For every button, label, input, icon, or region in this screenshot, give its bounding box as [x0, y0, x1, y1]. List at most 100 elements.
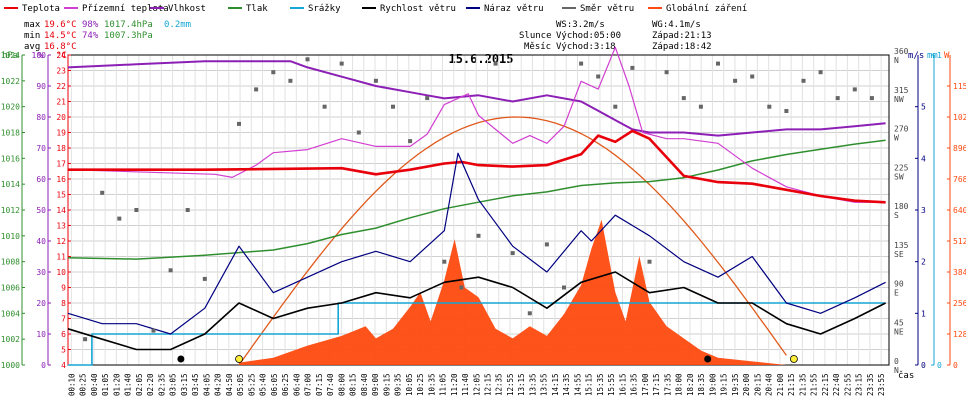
series-point-wind-dir	[185, 208, 190, 212]
tick-label-wind_ms: 1	[921, 309, 926, 318]
legend-label: Směr větru	[580, 4, 634, 14]
unit-hpa: hPa	[2, 51, 18, 61]
unit-ms: m/s	[908, 51, 924, 61]
stats-min-press: 1007.3hPa	[104, 31, 153, 41]
tick-label-temperature_c: 11	[56, 253, 66, 262]
tick-label-temperature_c: 12	[56, 237, 66, 246]
tick-label-pressure_hpa: 1016	[1, 154, 20, 163]
legend-label: Globální záření	[666, 4, 747, 14]
tick-label-radiation_w: 384	[953, 268, 966, 277]
series-point-wind-dir	[510, 251, 515, 256]
series-point-wind-dir	[442, 259, 447, 264]
tick-label-wind_ms: 2	[921, 258, 926, 267]
tick-label-radiation_w: 0	[953, 361, 958, 370]
series-point-wind-dir	[562, 285, 566, 290]
series-point-wind-dir	[767, 104, 772, 109]
x-tick-label: 14:15	[551, 373, 560, 396]
tick-label-pressure_hpa: 1002	[1, 335, 20, 344]
x-tick-label: 21:00	[776, 373, 785, 396]
tick-label-radiation_w: 256	[953, 299, 966, 308]
x-tick-label: 13:55	[540, 373, 549, 396]
tick-label-pressure_hpa: 1018	[1, 129, 20, 138]
x-tick-label: 11:20	[450, 373, 459, 396]
x-tick-label: 21:55	[810, 373, 819, 396]
tick-label-wind-dir: 225	[894, 163, 909, 172]
stats-max-press: 1017.4hPa	[104, 20, 153, 30]
tick-label-humidity_pct: 80	[36, 113, 46, 122]
series-line-wind-gust	[67, 152, 886, 335]
tick-label-wind-dir-name: NW	[894, 95, 904, 104]
x-tick-label: 09:00	[371, 373, 380, 396]
x-tick-label: 05:25	[247, 373, 256, 396]
series-point-wind-dir	[681, 96, 686, 101]
x-tick-label: 22:55	[843, 373, 852, 396]
x-tick-label: 23:15	[855, 373, 864, 396]
x-tick-label: 21:15	[787, 373, 796, 396]
tick-label-pressure_hpa: 1008	[1, 258, 20, 267]
x-tick-label: 06:05	[270, 373, 279, 396]
x-tick-label: 17:15	[652, 373, 661, 396]
x-tick-label: 18:00	[675, 373, 684, 396]
tick-label-wind_ms: 5	[921, 103, 926, 112]
tick-label-radiation_w: 896	[953, 144, 966, 153]
stats-max-hum: 98%	[82, 20, 99, 30]
tick-label-wind-dir-name: S	[894, 211, 899, 220]
unit-w: W	[944, 51, 950, 61]
x-tick-label: 05:05	[236, 373, 245, 396]
tick-label-pressure_hpa: 1006	[1, 284, 20, 293]
tick-label-wind-dir-name: N	[894, 366, 899, 375]
series-line-rain	[68, 302, 886, 366]
series-point-wind-dir	[647, 259, 652, 264]
tick-label-humidity_pct: 60	[36, 175, 46, 184]
x-tick-label: 12:15	[483, 373, 492, 396]
series-point-wind-dir	[750, 74, 755, 79]
x-tick-label: 18:20	[686, 373, 695, 396]
x-tick-label: 12:55	[506, 373, 515, 396]
series-point-wind-dir	[476, 233, 481, 238]
series-line-wind-speed	[67, 271, 886, 351]
x-tick-label: 22:15	[821, 373, 830, 396]
legend-label: Rychlost větru	[380, 4, 456, 14]
series-point-wind-dir	[100, 190, 105, 195]
moon-marker-icon	[177, 355, 185, 363]
x-tick-label: 19:35	[731, 373, 740, 396]
x-tick-label: 20:40	[765, 373, 774, 396]
x-tick-label: 09:35	[394, 373, 403, 396]
tick-label-radiation_w: 1152	[953, 82, 966, 91]
radiation-theoretical-curve	[238, 116, 787, 366]
series-point-wind-dir	[869, 96, 874, 101]
x-tick-label: 07:15	[315, 373, 324, 396]
x-tick-label: 07:40	[326, 373, 335, 396]
x-tick-label: 13:35	[528, 373, 537, 396]
tick-label-humidity_pct: 30	[36, 268, 46, 277]
series-point-wind-dir	[544, 242, 549, 247]
series-point-wind-dir	[237, 121, 241, 126]
x-tick-label: 12:35	[495, 373, 504, 396]
legend-label: Srážky	[308, 4, 341, 14]
moon-label: Měsíc	[524, 42, 551, 52]
x-tick-label: 11:05	[439, 373, 448, 396]
x-tick-label: 14:35	[562, 373, 571, 396]
x-tick-label: 23:55	[877, 373, 886, 396]
series-point-wind-dir	[425, 96, 430, 101]
tick-label-pressure_hpa: 1022	[1, 77, 20, 86]
sun-marker-icon	[235, 355, 243, 363]
x-tick-label: 09:15	[382, 373, 391, 396]
series-line-ground-temp	[67, 46, 886, 203]
series-point-wind-dir	[408, 139, 413, 144]
axis-unit-headers: hPa % °C m/s mm W čas	[2, 51, 950, 381]
tick-label-wind-dir: 360	[894, 47, 909, 56]
series-point-wind-dir	[322, 104, 327, 109]
tick-label-wind-dir-name: SW	[894, 172, 904, 181]
x-tick-label: 10:05	[405, 373, 414, 396]
tick-label-wind_ms: 3	[921, 206, 926, 215]
x-tick-label: 13:15	[517, 373, 526, 396]
series-point-wind-dir	[664, 70, 669, 75]
tick-label-temperature_c: 9	[61, 284, 66, 293]
x-tick-label: 01:40	[124, 373, 133, 396]
x-tick-label: 06:40	[292, 373, 301, 396]
x-tick-label: 15:15	[585, 373, 594, 396]
x-tick-label: 21:35	[798, 373, 807, 396]
stats-min-hum: 74%	[82, 31, 99, 41]
